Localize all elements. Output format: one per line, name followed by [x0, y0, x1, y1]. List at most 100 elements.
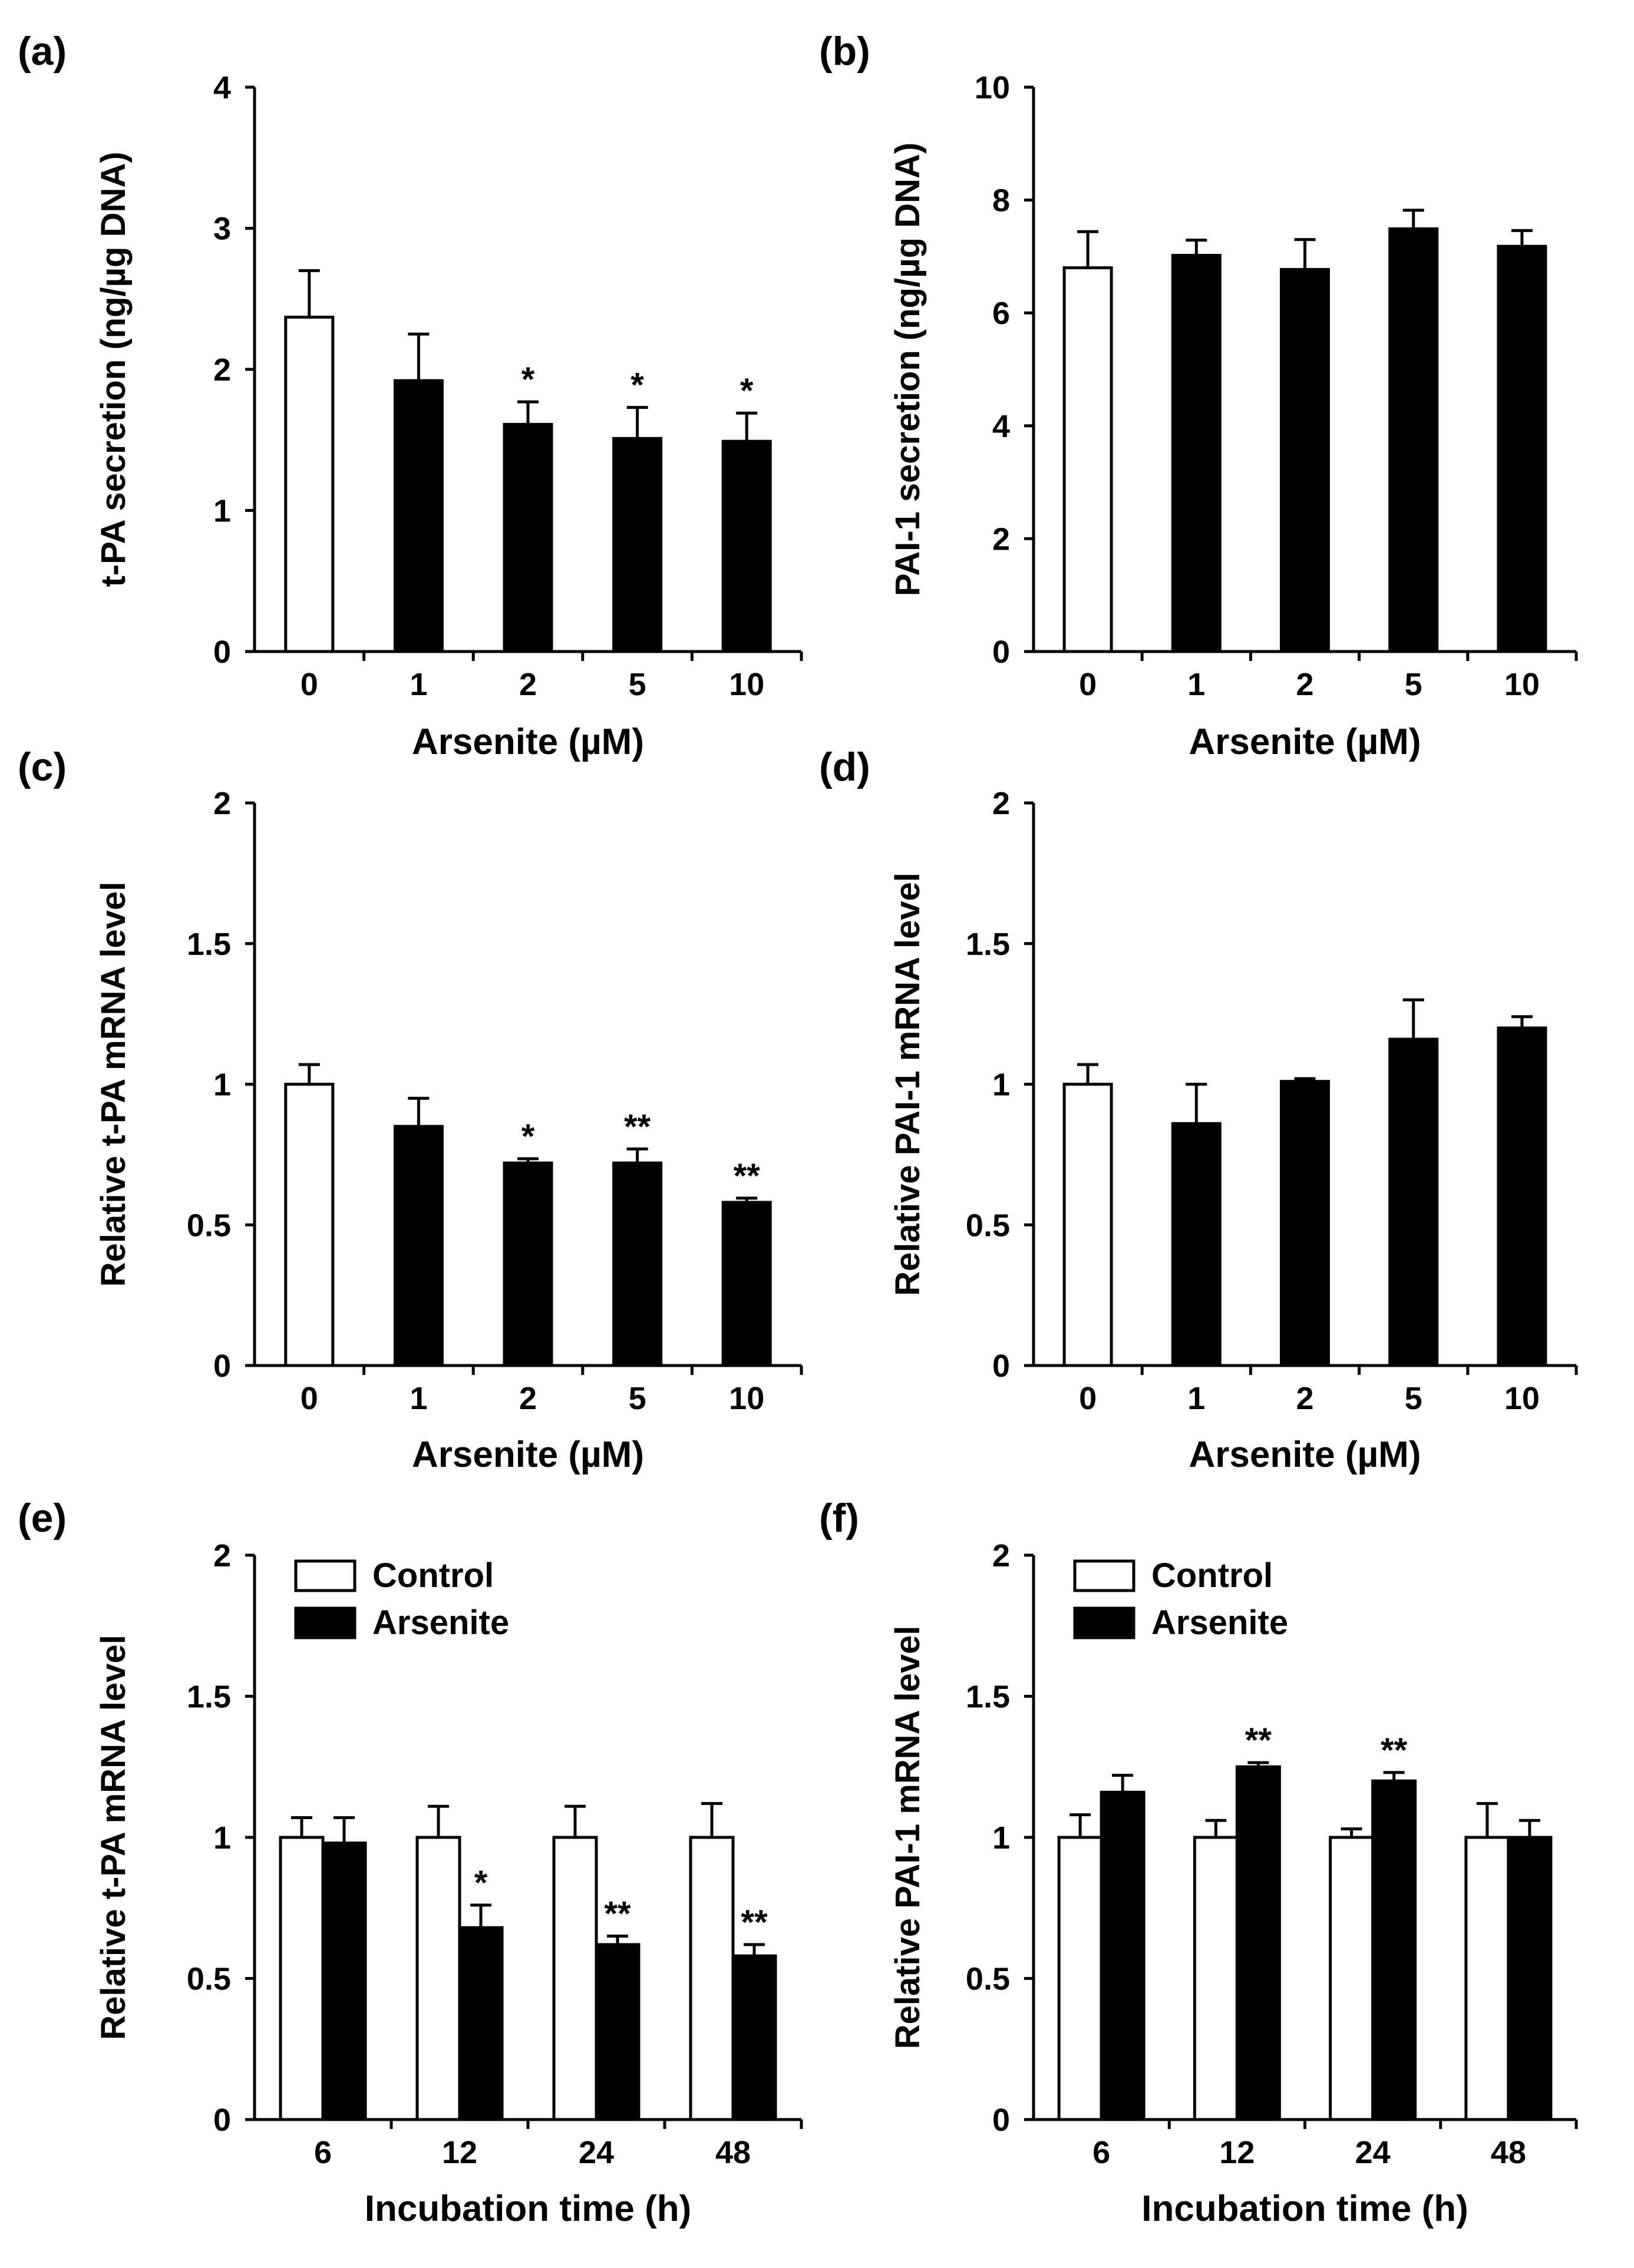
y-tick-label: 0 — [213, 634, 231, 670]
y-tick-label: 2 — [992, 786, 1010, 821]
bar — [1171, 1122, 1222, 1367]
y-tick-label: 0 — [992, 634, 1010, 670]
y-tick-label: 0 — [992, 1348, 1010, 1384]
x-tick-label: 2 — [1296, 1381, 1313, 1416]
y-axis-label: t-PA secretion (ng/µg DNA) — [94, 151, 133, 587]
bar — [721, 439, 772, 653]
x-tick-label: 10 — [729, 1381, 764, 1416]
y-tick-label: 2 — [992, 521, 1010, 557]
bar — [1497, 1026, 1547, 1367]
x-tick-label: 0 — [301, 1381, 318, 1416]
bar — [1235, 1765, 1281, 2121]
x-tick-label: 2 — [519, 1381, 537, 1416]
y-tick-label: 2 — [213, 352, 231, 388]
panel-label: (c) — [18, 745, 67, 789]
bar — [552, 1836, 598, 2121]
bar — [612, 437, 663, 653]
significance-marker: * — [474, 1864, 488, 1902]
y-tick-label: 1 — [992, 1820, 1010, 1856]
bar — [1464, 1836, 1510, 2121]
significance-marker: * — [631, 366, 644, 405]
legend-label: Arsenite — [372, 1604, 509, 1642]
x-tick-label: 12 — [442, 2135, 477, 2170]
y-tick-label: 6 — [992, 296, 1010, 331]
bar — [393, 379, 444, 653]
significance-marker: ** — [624, 1107, 651, 1146]
bar — [1388, 1037, 1439, 1367]
legend-swatch — [1073, 1559, 1135, 1592]
y-axis-label: Relative t-PA mRNA level — [94, 1635, 133, 2040]
y-tick-label: 1.5 — [966, 927, 1010, 962]
bar — [1171, 253, 1222, 653]
y-tick-label: 0 — [992, 2102, 1010, 2138]
x-tick-label: 10 — [729, 667, 764, 702]
bar — [595, 1943, 641, 2121]
x-tick-label: 48 — [715, 2135, 751, 2170]
y-tick-label: 4 — [992, 409, 1010, 444]
y-axis-label: Relative PAI-1 mRNA level — [889, 1626, 927, 2049]
bar — [503, 422, 553, 653]
panel-label: (b) — [819, 29, 870, 74]
y-tick-label: 0.5 — [187, 1962, 231, 1997]
x-tick-label: 5 — [629, 667, 646, 702]
y-tick-label: 2 — [213, 786, 231, 821]
y-tick-label: 1 — [213, 494, 231, 529]
bar — [1388, 227, 1439, 653]
significance-marker: ** — [734, 1157, 761, 1195]
x-tick-label: 1 — [1187, 667, 1205, 702]
y-tick-label: 0.5 — [966, 1208, 1010, 1243]
x-tick-label: 0 — [1079, 667, 1097, 702]
y-tick-label: 1 — [992, 1067, 1010, 1103]
bar — [1062, 1083, 1113, 1367]
bar — [1280, 1080, 1330, 1367]
y-tick-label: 1.5 — [187, 1679, 231, 1715]
x-tick-label: 2 — [519, 667, 537, 702]
significance-marker: ** — [741, 1903, 768, 1942]
panel-label: (a) — [18, 29, 67, 74]
x-tick-label: 12 — [1219, 2135, 1255, 2170]
significance-marker: * — [740, 372, 754, 410]
bar — [1371, 1779, 1417, 2121]
y-axis-label: PAI-1 secretion (ng/µg DNA) — [889, 143, 927, 596]
bar — [1062, 266, 1113, 653]
legend-swatch — [294, 1559, 356, 1592]
x-tick-label: 1 — [1187, 1381, 1205, 1416]
x-axis-label: Arsenite (µM) — [412, 722, 644, 762]
y-tick-label: 1 — [213, 1820, 231, 1856]
bar — [284, 1083, 335, 1367]
bar — [1497, 244, 1547, 653]
x-tick-label: 24 — [579, 2135, 614, 2170]
bar — [321, 1841, 367, 2121]
y-tick-label: 0 — [213, 1348, 231, 1384]
y-tick-label: 2 — [992, 1538, 1010, 1573]
y-tick-label: 10 — [975, 70, 1010, 105]
x-tick-label: 2 — [1296, 667, 1313, 702]
x-tick-label: 6 — [314, 2135, 332, 2170]
x-axis-label: Arsenite (µM) — [1189, 722, 1421, 762]
bar — [415, 1836, 461, 2121]
x-tick-label: 10 — [1504, 667, 1540, 702]
bar — [1507, 1836, 1553, 2121]
x-axis-label: Incubation time (h) — [1141, 2188, 1468, 2229]
bar — [458, 1926, 504, 2121]
bar — [393, 1125, 444, 1367]
significance-marker: ** — [1245, 1721, 1272, 1760]
x-tick-label: 24 — [1355, 2135, 1391, 2170]
bar — [279, 1836, 325, 2121]
significance-marker: ** — [1381, 1731, 1408, 1770]
legend-label: Control — [372, 1556, 494, 1595]
panel-label: (e) — [18, 1496, 67, 1540]
legend-label: Control — [1151, 1556, 1273, 1595]
x-tick-label: 1 — [410, 1381, 427, 1416]
legend-label: Arsenite — [1151, 1604, 1288, 1642]
x-axis-label: Arsenite (µM) — [1189, 1434, 1421, 1475]
legend-swatch — [1073, 1606, 1135, 1639]
bar — [1057, 1836, 1103, 2121]
x-tick-label: 5 — [629, 1381, 646, 1416]
y-tick-label: 4 — [213, 70, 231, 105]
y-tick-label: 1.5 — [966, 1679, 1010, 1715]
x-tick-label: 10 — [1504, 1381, 1540, 1416]
bar — [1193, 1836, 1239, 2121]
x-tick-label: 5 — [1405, 1381, 1422, 1416]
